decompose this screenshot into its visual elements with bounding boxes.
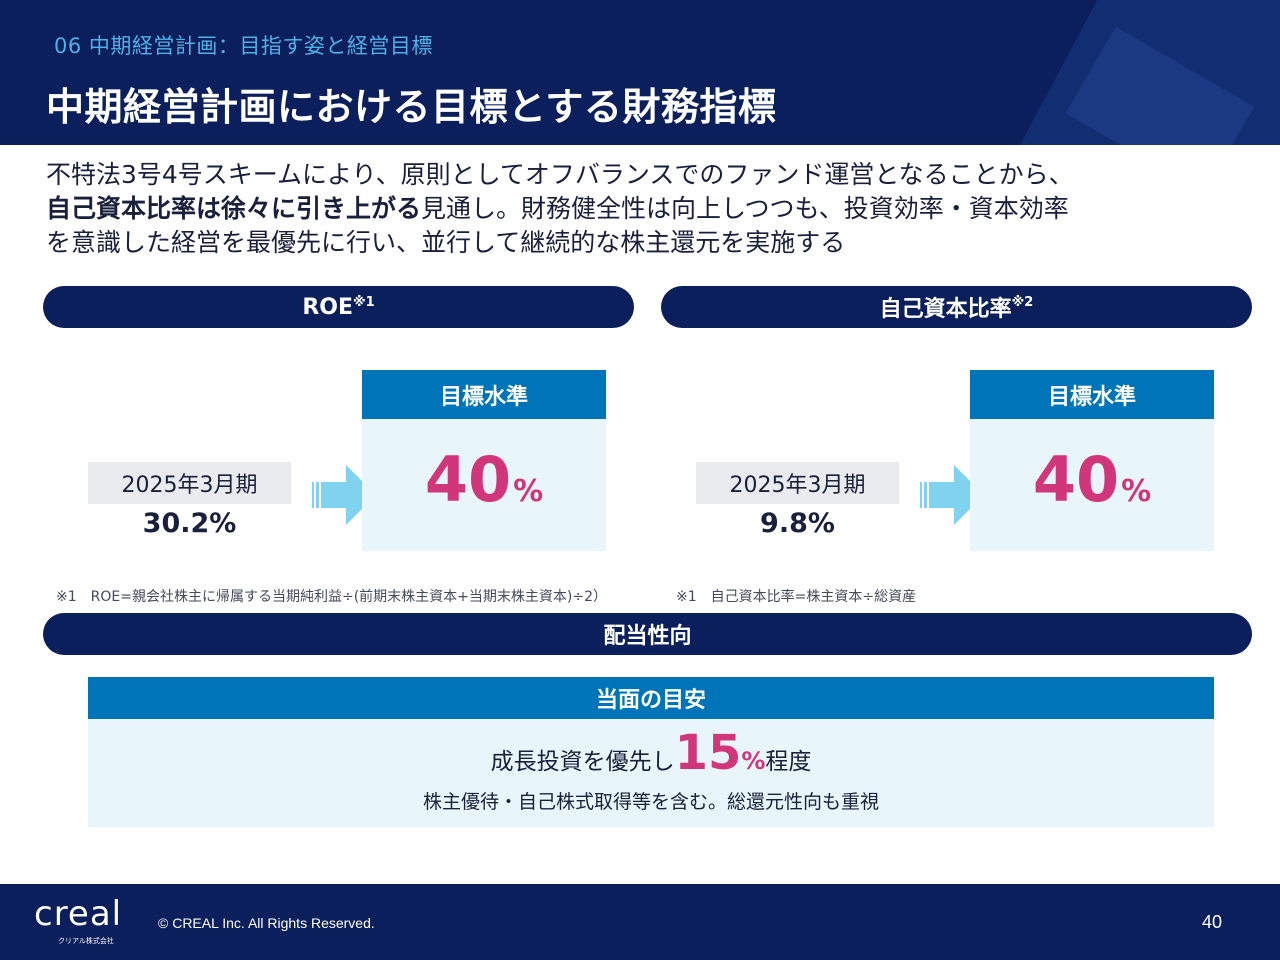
equity-ratio-label: 自己資本比率 bbox=[879, 297, 1012, 322]
arrow-right-icon bbox=[312, 465, 376, 525]
section-label: 06 中期経営計画：目指す姿と経営目標 bbox=[54, 34, 433, 58]
company-logo-subtext: クリアル株式会社 bbox=[58, 937, 114, 945]
dividend-card: 当面の目安 成長投資を優先し15%程度 株主優待・自己株式取得等を含む。総還元性… bbox=[88, 677, 1214, 827]
intro-line: 自己資本比率は徐々に引き上がる見通し。財務健全性は向上しつつも、投資効率・資本効… bbox=[46, 192, 1236, 226]
dividend-main-text: 成長投資を優先し15%程度 bbox=[88, 725, 1214, 781]
dividend-main-suffix: 程度 bbox=[765, 749, 812, 775]
equity-ratio-footnote-mark: ※2 bbox=[1011, 294, 1034, 310]
equity-ratio-target-card: 目標水準 40% bbox=[970, 370, 1214, 551]
company-logo: creal bbox=[34, 894, 123, 934]
intro-emphasis: 自己資本比率は徐々に引き上がる bbox=[46, 194, 422, 223]
equity-ratio-period: 2025年3月期 bbox=[696, 462, 899, 504]
roe-target-value: 40% bbox=[362, 443, 606, 516]
equity-ratio-target-unit: % bbox=[1121, 474, 1152, 509]
roe-heading: ROE ※1 bbox=[43, 286, 634, 328]
dividend-main-unit: % bbox=[741, 747, 766, 775]
dividend-heading: 配当性向 bbox=[43, 613, 1252, 655]
dividend-card-heading: 当面の目安 bbox=[88, 677, 1214, 719]
arrow-right-icon bbox=[920, 465, 984, 525]
equity-ratio-footnote: ※1 自己資本比率=株主資本÷総資産 bbox=[676, 589, 917, 605]
header-banner: 06 中期経営計画：目指す姿と経営目標 中期経営計画における目標とする財務指標 bbox=[0, 0, 1280, 145]
roe-label: ROE bbox=[302, 294, 353, 320]
footer: creal クリアル株式会社 © CREAL Inc. All Rights R… bbox=[0, 884, 1280, 960]
roe-period: 2025年3月期 bbox=[88, 462, 291, 504]
equity-ratio-current-value: 9.8% bbox=[760, 508, 835, 539]
roe-current-value: 30.2% bbox=[142, 508, 237, 539]
copyright: © CREAL Inc. All Rights Reserved. bbox=[158, 915, 375, 931]
dividend-main-value: 15 bbox=[674, 725, 742, 781]
intro-text: 不特法3号4号スキームにより、原則としてオフバランスでのファンド運営となることか… bbox=[46, 158, 1236, 260]
page-title: 中期経営計画における目標とする財務指標 bbox=[46, 85, 777, 129]
roe-footnote-mark: ※1 bbox=[352, 294, 375, 310]
roe-target-unit: % bbox=[513, 474, 544, 509]
intro-line: 不特法3号4号スキームにより、原則としてオフバランスでのファンド運営となることか… bbox=[46, 160, 1074, 189]
dividend-sub-text: 株主優待・自己株式取得等を含む。総還元性向も重視 bbox=[422, 791, 879, 813]
roe-footnote: ※1 ROE=親会社株主に帰属する当期純利益÷(前期末株主資本+当期末株主資本)… bbox=[56, 589, 607, 605]
equity-ratio-target-number: 40 bbox=[1032, 443, 1120, 516]
intro-line-rest: 見通し。財務健全性は向上しつつも、投資効率・資本効率 bbox=[421, 194, 1069, 223]
dividend-label: 配当性向 bbox=[603, 624, 692, 649]
equity-ratio-heading: 自己資本比率 ※2 bbox=[661, 286, 1252, 328]
roe-target-heading: 目標水準 bbox=[362, 370, 606, 419]
equity-ratio-target-value: 40% bbox=[970, 443, 1214, 516]
roe-target-card: 目標水準 40% bbox=[362, 370, 606, 551]
dividend-main-prefix: 成長投資を優先し bbox=[490, 749, 675, 775]
intro-line: を意識した経営を最優先に行い、並行して継続的な株主還元を実施する bbox=[46, 228, 846, 257]
roe-target-number: 40 bbox=[424, 443, 512, 516]
page-number: 40 bbox=[1201, 912, 1222, 932]
equity-ratio-target-heading: 目標水準 bbox=[970, 370, 1214, 419]
